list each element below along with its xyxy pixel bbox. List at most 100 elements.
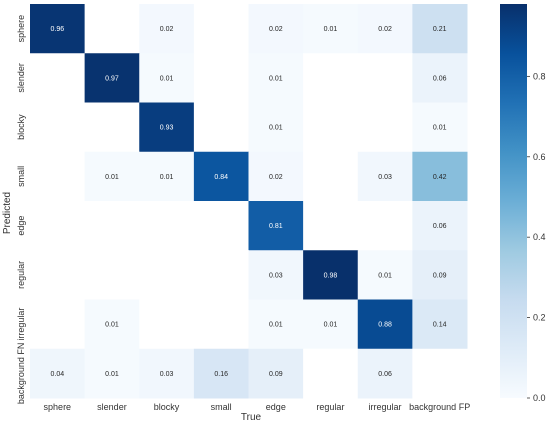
cell-value-label: 0.84 bbox=[214, 174, 228, 181]
heatmap-cell-3-6 bbox=[357, 151, 413, 202]
cell-value-label: 0.09 bbox=[269, 371, 283, 378]
colorbar-tick-label: 0.0 bbox=[533, 393, 546, 403]
heatmap-cell-3-1 bbox=[84, 151, 140, 202]
heatmap-cell-1-5 bbox=[303, 53, 359, 103]
heatmap-cell-3-2 bbox=[139, 151, 195, 202]
heatmap-cell-1-2 bbox=[139, 53, 195, 103]
cell-value-label: 0.04 bbox=[51, 371, 65, 378]
heatmap-value-labels: 0.96 0.02 0.02 0.01 0.02 0.21 0.97 0.01 0.01 0.06… bbox=[51, 26, 447, 378]
heatmap-cell-6-0 bbox=[30, 299, 86, 350]
heatmap-cell-4-1 bbox=[84, 201, 140, 251]
cell-value-label: 0.98 bbox=[324, 272, 338, 279]
y-tick-label: edge bbox=[16, 216, 26, 236]
cell-value-label: 0.01 bbox=[324, 322, 338, 329]
y-axis-tick-labels: sphere slender blocky small edge regular irreg… bbox=[16, 15, 26, 404]
colorbar-ticks: 0.0 0.2 0.4 0.6 0.8 bbox=[527, 71, 546, 403]
heatmap-cells bbox=[30, 4, 468, 399]
heatmap-cell-6-7 bbox=[412, 299, 468, 350]
heatmap-cell-4-5 bbox=[303, 201, 359, 251]
colorbar-tick-label: 0.6 bbox=[533, 152, 546, 162]
heatmap-cell-2-4 bbox=[248, 102, 304, 153]
heatmap-cell-6-5 bbox=[303, 299, 359, 350]
heatmap-cell-2-3 bbox=[193, 102, 249, 153]
heatmap-cell-5-5 bbox=[303, 250, 359, 300]
cell-value-label: 0.03 bbox=[378, 174, 392, 181]
heatmap-cell-3-7 bbox=[412, 151, 468, 202]
cell-value-label: 0.03 bbox=[160, 371, 174, 378]
heatmap-cell-3-0 bbox=[30, 151, 86, 202]
cell-value-label: 0.16 bbox=[214, 371, 228, 378]
cell-value-label: 0.01 bbox=[269, 322, 283, 329]
heatmap-cell-4-4 bbox=[248, 201, 304, 251]
heatmap-cell-4-7 bbox=[412, 201, 468, 251]
cell-value-label: 0.88 bbox=[378, 322, 392, 329]
heatmap-cell-3-4 bbox=[248, 151, 304, 202]
cell-value-label: 0.93 bbox=[160, 125, 174, 132]
cell-value-label: 0.97 bbox=[105, 75, 119, 82]
y-tick-label: background FN bbox=[16, 343, 26, 405]
heatmap-cell-3-3 bbox=[193, 151, 249, 202]
y-tick-label: irregular bbox=[16, 308, 26, 341]
x-axis-tick-labels: sphere slender blocky small edge regular irreg… bbox=[44, 402, 471, 412]
cell-value-label: 0.01 bbox=[269, 125, 283, 132]
cell-value-label: 0.96 bbox=[51, 26, 65, 33]
cell-value-label: 0.02 bbox=[160, 26, 174, 33]
cell-value-label: 0.21 bbox=[433, 26, 447, 33]
heatmap-cell-5-0 bbox=[30, 250, 86, 300]
heatmap-cell-0-5 bbox=[303, 4, 359, 54]
cell-value-label: 0.06 bbox=[378, 371, 392, 378]
heatmap-cell-4-0 bbox=[30, 201, 86, 251]
x-tick-label: irregular bbox=[369, 402, 402, 412]
colorbar-tick-label: 0.8 bbox=[533, 71, 546, 81]
heatmap-cell-4-3 bbox=[193, 201, 249, 251]
cell-value-label: 0.01 bbox=[269, 75, 283, 82]
cell-value-label: 0.01 bbox=[160, 174, 174, 181]
heatmap-cell-2-6 bbox=[357, 102, 413, 153]
heatmap-cell-0-2 bbox=[139, 4, 195, 54]
x-tick-label: background FP bbox=[409, 402, 470, 412]
heatmap-cell-6-3 bbox=[193, 299, 249, 350]
y-tick-label: sphere bbox=[16, 15, 26, 43]
y-tick-label: small bbox=[16, 166, 26, 187]
heatmap-cell-2-2 bbox=[139, 102, 195, 153]
heatmap-cell-1-0 bbox=[30, 53, 86, 103]
heatmap-cell-1-3 bbox=[193, 53, 249, 103]
heatmap-cell-0-7 bbox=[412, 4, 468, 54]
cell-value-label: 0.01 bbox=[433, 125, 447, 132]
x-tick-label: slender bbox=[97, 402, 127, 412]
x-tick-label: small bbox=[211, 402, 232, 412]
y-axis-label: Predicted bbox=[2, 192, 13, 234]
heatmap-cell-5-4 bbox=[248, 250, 304, 300]
heatmap-cell-6-4 bbox=[248, 299, 304, 350]
cell-value-label: 0.42 bbox=[433, 174, 447, 181]
heatmap-cell-5-7 bbox=[412, 250, 468, 300]
x-tick-label: sphere bbox=[44, 402, 72, 412]
x-tick-label: regular bbox=[316, 402, 344, 412]
cell-value-label: 0.01 bbox=[105, 174, 119, 181]
heatmap-cell-5-1 bbox=[84, 250, 140, 300]
heatmap-cell-2-0 bbox=[30, 102, 86, 153]
heatmap-cell-2-7 bbox=[412, 102, 468, 153]
heatmap-cell-0-3 bbox=[193, 4, 249, 54]
heatmap-cell-2-5 bbox=[303, 102, 359, 153]
heatmap-cell-7-4 bbox=[248, 348, 304, 399]
colorbar bbox=[500, 4, 527, 398]
heatmap-cell-5-6 bbox=[357, 250, 413, 300]
heatmap-cell-1-6 bbox=[357, 53, 413, 103]
heatmap-cell-7-5 bbox=[303, 348, 359, 399]
heatmap-cell-0-1 bbox=[84, 4, 140, 54]
cell-value-label: 0.09 bbox=[433, 272, 447, 279]
cell-value-label: 0.06 bbox=[433, 223, 447, 230]
heatmap-cell-1-1 bbox=[84, 53, 140, 103]
heatmap-cell-6-2 bbox=[139, 299, 195, 350]
x-tick-label: edge bbox=[266, 402, 286, 412]
heatmap-cell-7-7 bbox=[412, 348, 468, 399]
heatmap-cell-0-4 bbox=[248, 4, 304, 54]
cell-value-label: 0.01 bbox=[160, 75, 174, 82]
heatmap-cell-6-6 bbox=[357, 299, 413, 350]
heatmap-cell-5-2 bbox=[139, 250, 195, 300]
heatmap-cell-3-5 bbox=[303, 151, 359, 202]
heatmap-cell-7-3 bbox=[193, 348, 249, 399]
y-tick-label: slender bbox=[16, 63, 26, 93]
